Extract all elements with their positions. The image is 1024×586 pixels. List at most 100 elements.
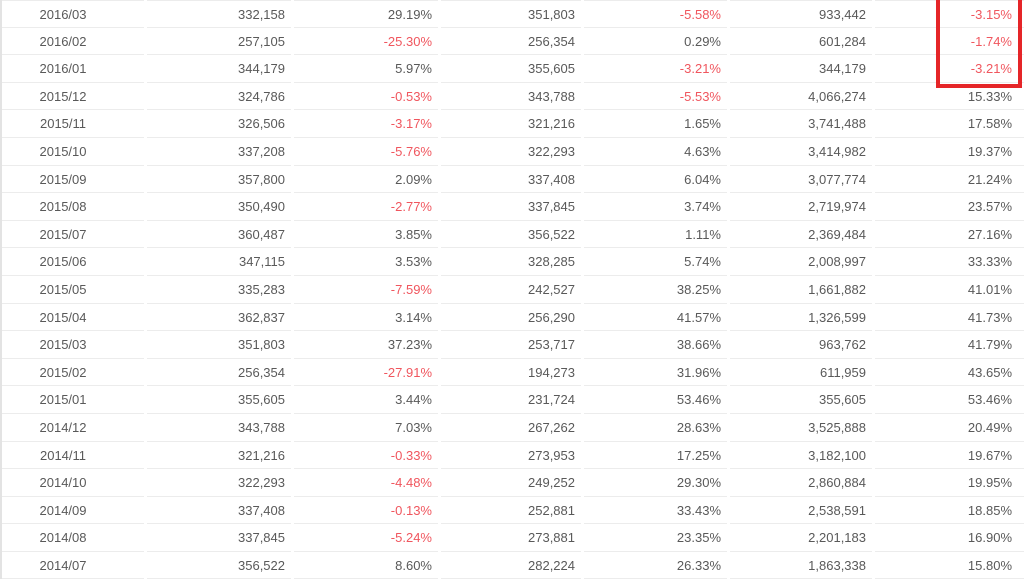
cell-pct-3: 21.24% (875, 166, 1024, 194)
cell-value-3: 2,201,183 (730, 524, 872, 552)
cell-pct-2: 1.65% (584, 110, 727, 138)
table-row: 2015/03 351,803 37.23% 253,717 38.66% 96… (2, 331, 1024, 359)
cell-pct-1: 37.23% (294, 331, 438, 359)
cell-value-3: 3,077,774 (730, 166, 872, 194)
cell-value-3: 933,442 (730, 0, 872, 28)
cell-month: 2014/12 (2, 414, 144, 442)
cell-value-1: 350,490 (147, 193, 291, 221)
cell-pct-3: 33.33% (875, 248, 1024, 276)
cell-value-1: 257,105 (147, 28, 291, 56)
cell-value-2: 256,290 (441, 304, 581, 332)
cell-pct-2: 38.25% (584, 276, 727, 304)
table-row: 2015/07 360,487 3.85% 356,522 1.11% 2,36… (2, 221, 1024, 249)
cell-month: 2015/07 (2, 221, 144, 249)
cell-value-3: 3,414,982 (730, 138, 872, 166)
cell-pct-3: 41.73% (875, 304, 1024, 332)
cell-pct-1: 2.09% (294, 166, 438, 194)
cell-pct-2: 6.04% (584, 166, 727, 194)
cell-month: 2016/03 (2, 0, 144, 28)
cell-value-2: 273,881 (441, 524, 581, 552)
cell-value-1: 332,158 (147, 0, 291, 28)
table-row: 2016/03 332,158 29.19% 351,803 -5.58% 93… (2, 0, 1024, 28)
cell-pct-2: 53.46% (584, 386, 727, 414)
cell-month: 2014/07 (2, 552, 144, 580)
cell-pct-3: 18.85% (875, 497, 1024, 525)
cell-pct-1: -2.77% (294, 193, 438, 221)
cell-month: 2015/02 (2, 359, 144, 387)
cell-value-3: 601,284 (730, 28, 872, 56)
cell-pct-3: 27.16% (875, 221, 1024, 249)
cell-pct-1: -25.30% (294, 28, 438, 56)
cell-pct-2: -5.58% (584, 0, 727, 28)
cell-value-3: 1,326,599 (730, 304, 872, 332)
cell-pct-3: 53.46% (875, 386, 1024, 414)
cell-pct-1: 3.14% (294, 304, 438, 332)
cell-value-3: 355,605 (730, 386, 872, 414)
cell-pct-2: 23.35% (584, 524, 727, 552)
cell-pct-2: -3.21% (584, 55, 727, 83)
cell-value-2: 337,845 (441, 193, 581, 221)
cell-value-2: 242,527 (441, 276, 581, 304)
cell-value-2: 249,252 (441, 469, 581, 497)
cell-value-2: 282,224 (441, 552, 581, 580)
cell-pct-1: -0.53% (294, 83, 438, 111)
cell-pct-3: -3.15% (875, 0, 1024, 28)
cell-pct-1: 7.03% (294, 414, 438, 442)
cell-value-1: 360,487 (147, 221, 291, 249)
cell-value-3: 3,741,488 (730, 110, 872, 138)
cell-value-1: 355,605 (147, 386, 291, 414)
cell-month: 2014/10 (2, 469, 144, 497)
cell-value-3: 963,762 (730, 331, 872, 359)
cell-pct-3: 20.49% (875, 414, 1024, 442)
table-row: 2014/11 321,216 -0.33% 273,953 17.25% 3,… (2, 442, 1024, 470)
cell-pct-3: 43.65% (875, 359, 1024, 387)
cell-month: 2014/11 (2, 442, 144, 470)
cell-value-1: 321,216 (147, 442, 291, 470)
table-row: 2015/05 335,283 -7.59% 242,527 38.25% 1,… (2, 276, 1024, 304)
cell-value-2: 343,788 (441, 83, 581, 111)
table-row: 2015/09 357,800 2.09% 337,408 6.04% 3,07… (2, 166, 1024, 194)
cell-value-2: 256,354 (441, 28, 581, 56)
cell-pct-2: 41.57% (584, 304, 727, 332)
cell-pct-2: 31.96% (584, 359, 727, 387)
cell-value-1: 335,283 (147, 276, 291, 304)
cell-month: 2015/06 (2, 248, 144, 276)
cell-pct-1: -5.24% (294, 524, 438, 552)
cell-value-1: 356,522 (147, 552, 291, 580)
cell-pct-3: 15.33% (875, 83, 1024, 111)
cell-month: 2015/12 (2, 83, 144, 111)
cell-pct-2: 33.43% (584, 497, 727, 525)
cell-value-2: 355,605 (441, 55, 581, 83)
cell-pct-3: -1.74% (875, 28, 1024, 56)
cell-value-3: 2,369,484 (730, 221, 872, 249)
cell-value-1: 351,803 (147, 331, 291, 359)
cell-pct-1: -0.13% (294, 497, 438, 525)
cell-pct-1: -0.33% (294, 442, 438, 470)
cell-value-3: 4,066,274 (730, 83, 872, 111)
cell-value-2: 328,285 (441, 248, 581, 276)
cell-month: 2015/08 (2, 193, 144, 221)
cell-value-1: 326,506 (147, 110, 291, 138)
cell-pct-1: 3.44% (294, 386, 438, 414)
cell-pct-3: 19.67% (875, 442, 1024, 470)
cell-pct-3: 17.58% (875, 110, 1024, 138)
cell-value-2: 337,408 (441, 166, 581, 194)
cell-pct-3: 16.90% (875, 524, 1024, 552)
cell-value-1: 337,845 (147, 524, 291, 552)
cell-pct-3: 41.79% (875, 331, 1024, 359)
cell-value-3: 3,525,888 (730, 414, 872, 442)
table-row: 2015/11 326,506 -3.17% 321,216 1.65% 3,7… (2, 110, 1024, 138)
cell-pct-1: 8.60% (294, 552, 438, 580)
cell-pct-2: -5.53% (584, 83, 727, 111)
cell-value-3: 611,959 (730, 359, 872, 387)
cell-pct-2: 3.74% (584, 193, 727, 221)
cell-value-2: 231,724 (441, 386, 581, 414)
cell-value-1: 362,837 (147, 304, 291, 332)
cell-value-3: 2,719,974 (730, 193, 872, 221)
cell-pct-2: 26.33% (584, 552, 727, 580)
table-row: 2015/02 256,354 -27.91% 194,273 31.96% 6… (2, 359, 1024, 387)
cell-value-2: 253,717 (441, 331, 581, 359)
cell-pct-1: 3.85% (294, 221, 438, 249)
table-row: 2014/07 356,522 8.60% 282,224 26.33% 1,8… (2, 552, 1024, 580)
